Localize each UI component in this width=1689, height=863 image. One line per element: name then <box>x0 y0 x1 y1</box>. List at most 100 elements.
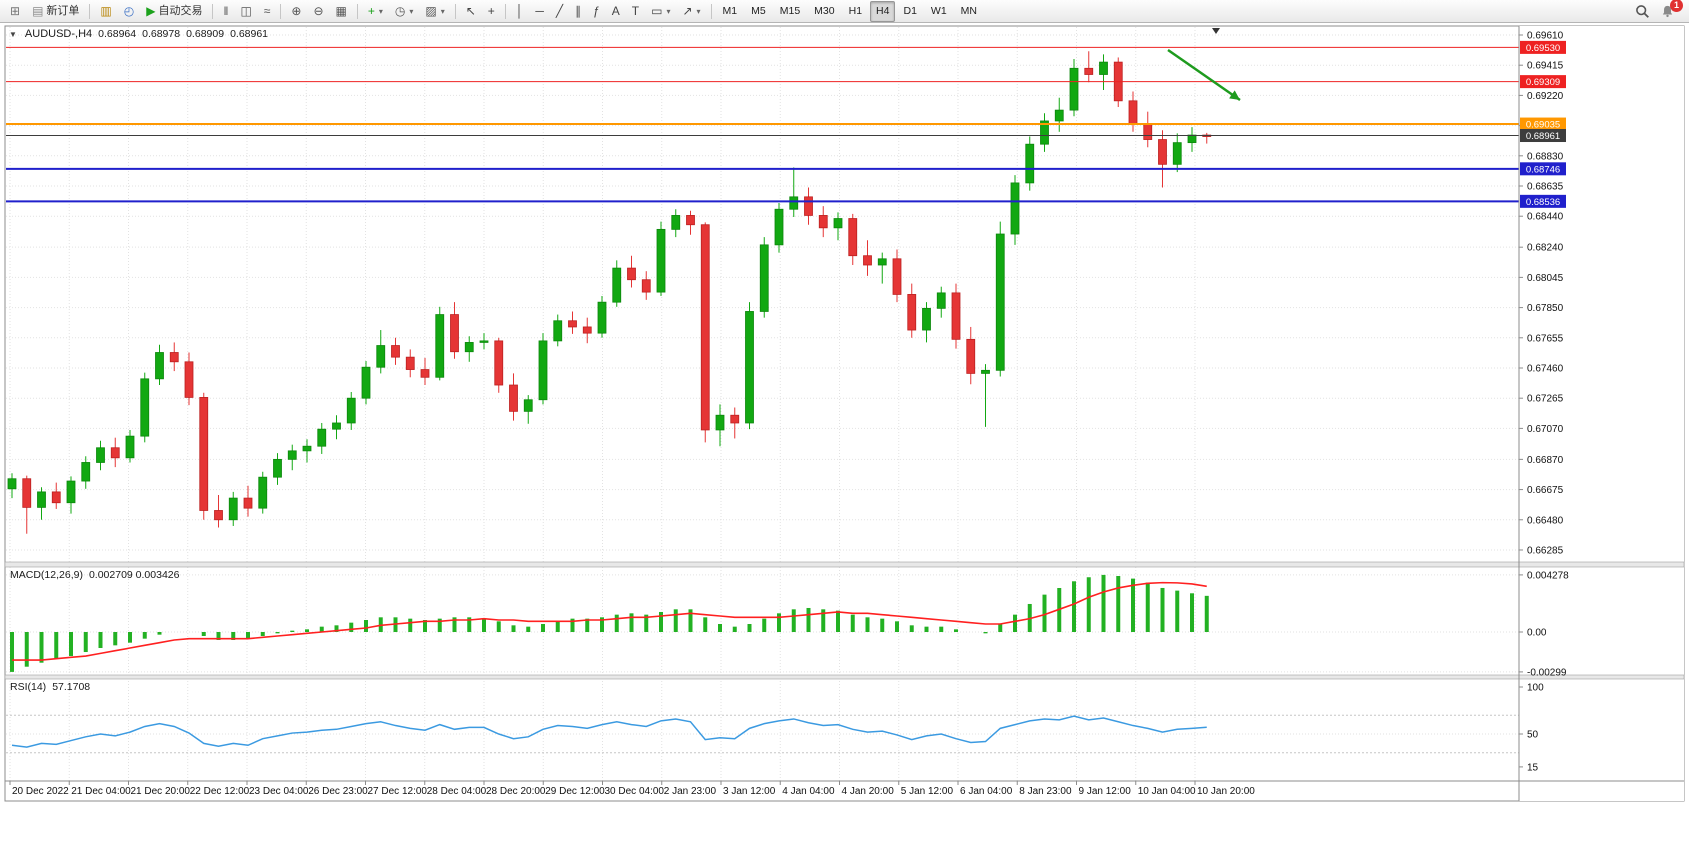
candle-body <box>199 397 209 511</box>
candle-body <box>184 361 194 398</box>
candle-body <box>332 422 341 430</box>
candle-body <box>789 196 799 210</box>
candle-body <box>759 244 769 312</box>
timeframe-m5-label: M5 <box>751 4 766 17</box>
candle-body <box>258 476 268 509</box>
candle-body <box>302 445 312 452</box>
timeframe-m30[interactable]: M30 <box>808 1 840 22</box>
zoom-out-button[interactable]: ⊖ <box>308 1 328 22</box>
candle-body <box>228 497 238 521</box>
vertical-line-button[interactable]: │ <box>511 1 529 22</box>
y-axis-label: 0.67070 <box>1527 424 1564 435</box>
timeframe-h4[interactable]: H4 <box>870 0 896 22</box>
candle-body <box>523 399 533 412</box>
timeframe-h1[interactable]: H1 <box>843 1 868 22</box>
trendline-icon: ╱ <box>555 4 564 18</box>
tile-windows-button[interactable]: ▦ <box>331 1 352 22</box>
time-axis-label: 4 Jan 20:00 <box>842 786 895 797</box>
candle-body <box>346 397 356 424</box>
y-axis-label: 0.69415 <box>1527 61 1564 72</box>
price-tag-label: 0.68961 <box>1526 131 1560 142</box>
shapes-button[interactable]: ▭ ▾ <box>646 1 675 22</box>
indicators-button[interactable]: + ▾ <box>363 1 388 22</box>
candlestick-chart-button[interactable]: ◫ <box>235 1 256 22</box>
y-axis-label: 0.66480 <box>1527 515 1564 526</box>
profiles-button[interactable]: ▥ <box>95 1 116 22</box>
y-axis-label: 0.67655 <box>1527 333 1564 344</box>
profiles-icon: ▥ <box>100 4 112 18</box>
timeframe-mn[interactable]: MN <box>955 1 983 22</box>
time-scale-labels: 20 Dec 202221 Dec 04:0021 Dec 20:0022 De… <box>9 781 1255 797</box>
timeframe-d1[interactable]: D1 <box>897 1 922 22</box>
caret-down-icon: ▾ <box>378 6 383 16</box>
equidistant-channel-button[interactable]: ∥ <box>570 1 586 22</box>
candle-body <box>81 462 91 482</box>
candle-body <box>37 491 46 508</box>
price-tag-label: 0.68746 <box>1526 164 1560 175</box>
line-chart-button[interactable]: ≈ <box>259 1 276 22</box>
new-order-button[interactable]: ▤ 新订单 <box>27 1 84 22</box>
panel-divider[interactable] <box>4 561 1685 568</box>
candle-body <box>995 233 1005 371</box>
y-axis-label: 0.67265 <box>1527 394 1564 405</box>
templates-button[interactable]: ▨ ▾ <box>420 1 449 22</box>
data-window-button[interactable]: ◴ <box>119 1 139 22</box>
trend-arrow-annotation[interactable] <box>1167 48 1241 102</box>
notifications-bell-icon[interactable]: 1 <box>1660 0 1683 19</box>
shapes-icon: ▭ <box>651 4 663 18</box>
time-axis-label: 21 Dec 04:00 <box>71 786 131 797</box>
toolbar: ⊞ ▤ 新订单 ▥ ◴ ▶ 自动交易 ‖ ◫ ≈ ⊕ ⊖ ▦ + ▾ ◷ ▾ ▨ ▾ ↖ + │ ─ ╱ ∥ ƒ A T ▭ ▾ ↗ ▾ M1 M… <box>0 0 1689 23</box>
time-scale[interactable] <box>5 782 1519 801</box>
timeframe-m15[interactable]: M15 <box>774 1 806 22</box>
chart-frame <box>4 25 1685 802</box>
timeframe-m15-label: M15 <box>779 4 801 17</box>
panel-divider[interactable] <box>4 674 1685 680</box>
new-chart-button[interactable]: ⊞ <box>5 1 25 22</box>
time-axis-label: 21 Dec 20:00 <box>131 786 191 797</box>
price-tag-label: 0.69530 <box>1526 43 1560 54</box>
zoom-in-button[interactable]: ⊕ <box>286 1 306 22</box>
y-axis-label: 0.67850 <box>1527 303 1564 314</box>
candle-body <box>582 326 592 334</box>
equidistant-channel-icon: ∥ <box>575 4 582 18</box>
timeframe-w1[interactable]: W1 <box>925 1 953 22</box>
indicators-icon: + <box>367 4 375 18</box>
arrows-button[interactable]: ↗ ▾ <box>677 1 705 22</box>
timeframe-m5[interactable]: M5 <box>745 1 772 22</box>
text-button[interactable]: A <box>607 1 625 22</box>
crosshair-button[interactable]: + <box>483 1 500 22</box>
candle-body <box>391 345 400 358</box>
candle-body <box>450 314 459 353</box>
periods-button[interactable]: ◷ ▾ <box>390 1 419 22</box>
vertical-line-icon: │ <box>515 4 524 18</box>
candlestick-chart-icon: ◫ <box>240 4 252 18</box>
y-axis-label: 0.66675 <box>1527 485 1564 496</box>
y-axis-label: 0.69220 <box>1527 91 1564 102</box>
timeframe-m1[interactable]: M1 <box>717 1 744 22</box>
candle-body <box>553 320 563 342</box>
candle-body <box>51 491 61 504</box>
candle-body <box>597 301 607 334</box>
notification-badge[interactable]: 1 <box>1670 0 1683 12</box>
horizontal-line-button[interactable]: ─ <box>530 1 549 22</box>
new-order-icon: ▤ <box>32 4 44 18</box>
fibonacci-button[interactable]: ƒ <box>588 1 605 22</box>
timeframe-h1-label: H1 <box>848 4 863 17</box>
toolbar-separator <box>454 3 456 19</box>
cursor-button[interactable]: ↖ <box>461 1 481 22</box>
autotrading-button[interactable]: ▶ 自动交易 <box>141 1 207 22</box>
candle-body <box>877 258 887 266</box>
bar-chart-button[interactable]: ‖ <box>218 1 233 22</box>
candle-body <box>1010 182 1020 235</box>
trendline-button[interactable]: ╱ <box>551 1 568 22</box>
chart-shift-marker[interactable] <box>1212 28 1220 34</box>
one-click-trading-arrow-icon[interactable]: ▼ <box>9 30 17 39</box>
macd-scale-label: 0.004278 <box>1527 570 1569 581</box>
y-axis-label: 0.68830 <box>1527 151 1564 162</box>
search-icon[interactable] <box>1635 4 1650 19</box>
candle-body <box>140 378 150 437</box>
text-label-button[interactable]: T <box>627 1 644 22</box>
price-scale[interactable] <box>1519 26 1684 801</box>
